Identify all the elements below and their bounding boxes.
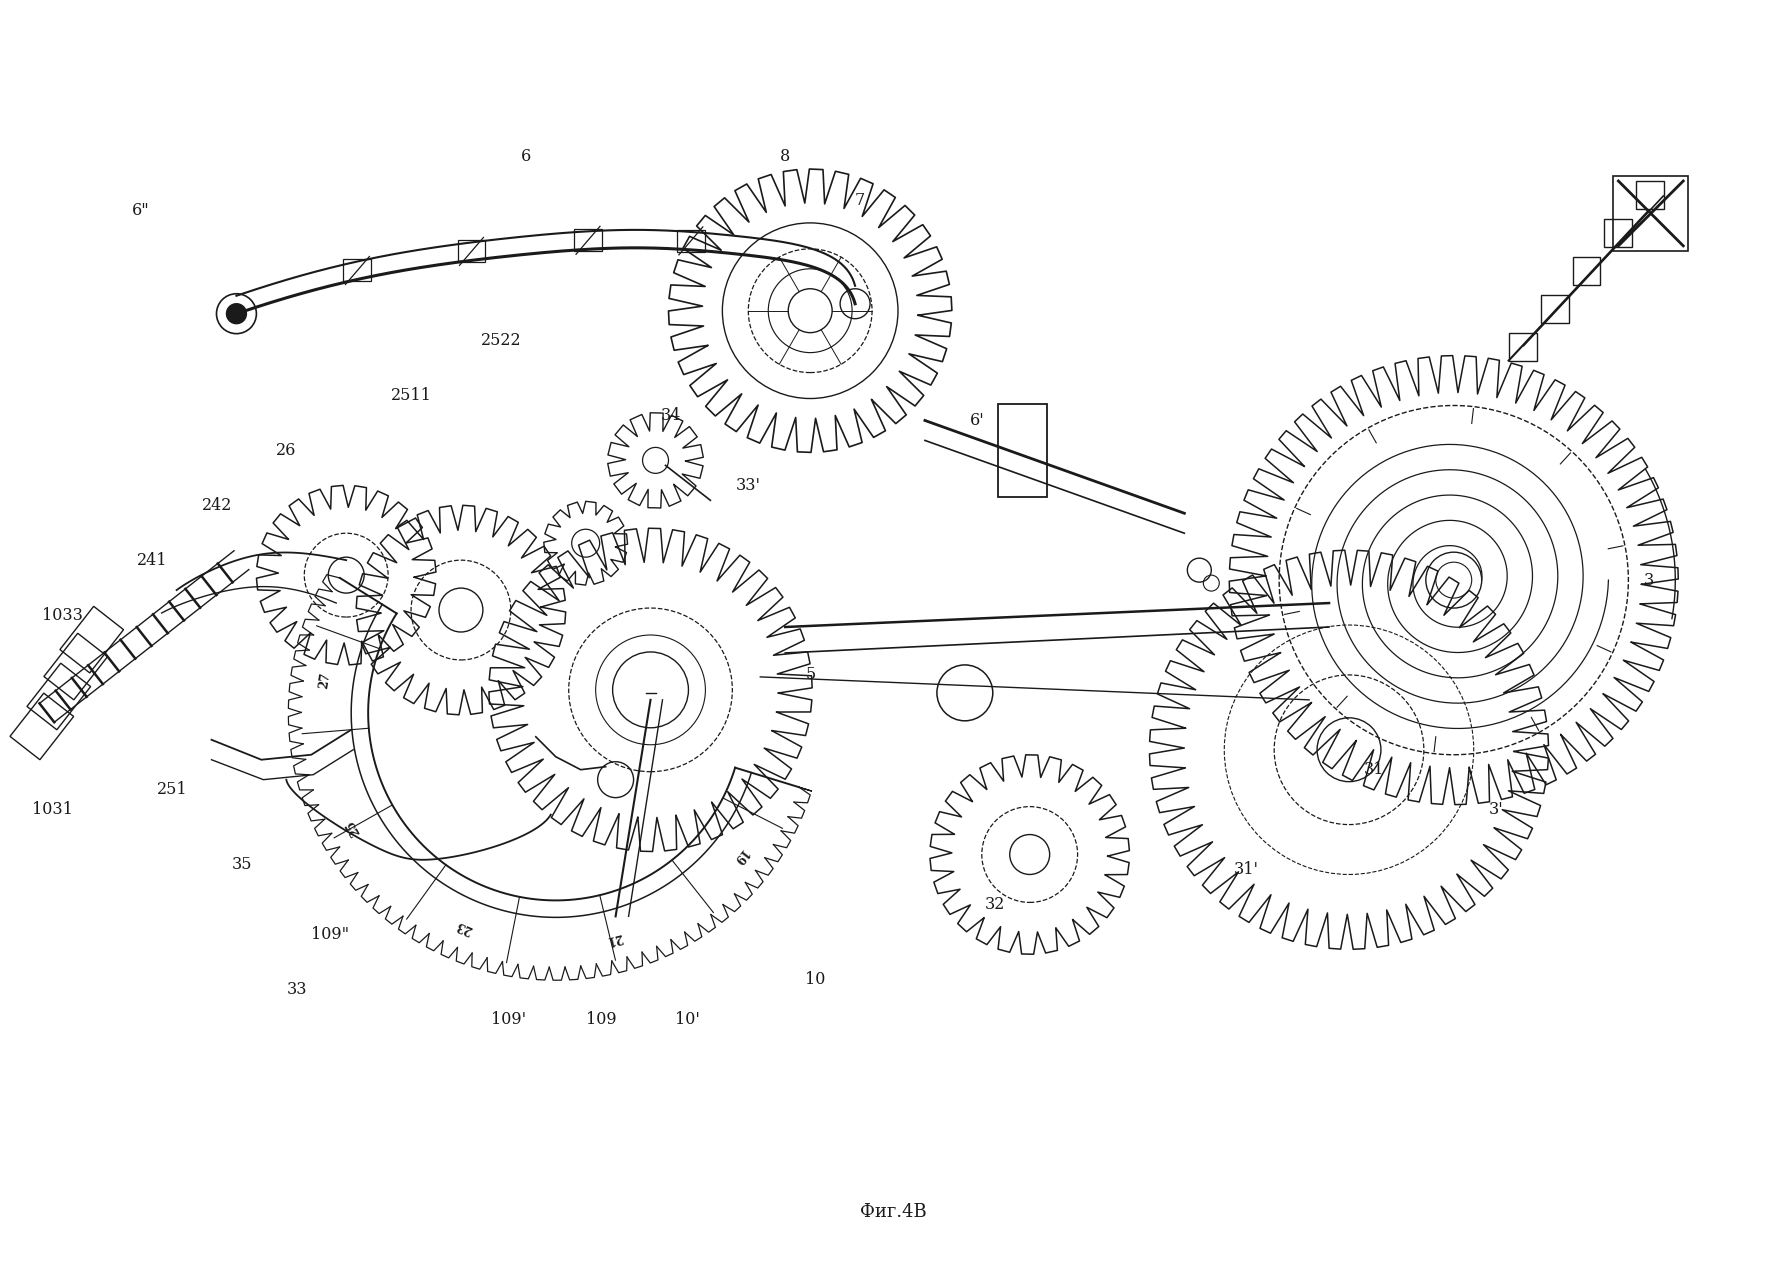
Text: 27: 27 <box>318 672 332 689</box>
Text: 3': 3' <box>1490 801 1504 818</box>
Text: 2511: 2511 <box>391 387 432 404</box>
Text: 34: 34 <box>661 407 680 424</box>
Text: 25: 25 <box>343 817 363 837</box>
Text: 10': 10' <box>675 1011 700 1027</box>
Text: 241: 241 <box>138 552 168 569</box>
Text: 109": 109" <box>311 926 350 942</box>
Text: 35: 35 <box>232 856 252 873</box>
Text: 32: 32 <box>984 896 1006 913</box>
Text: 251: 251 <box>157 782 188 798</box>
Text: 33': 33' <box>736 477 761 493</box>
Text: 26: 26 <box>277 441 296 459</box>
Text: 1031: 1031 <box>32 801 73 818</box>
Text: 109: 109 <box>586 1011 616 1027</box>
Text: 31': 31' <box>1234 861 1259 878</box>
Text: 6': 6' <box>970 412 984 429</box>
Circle shape <box>227 304 246 324</box>
Text: 2522: 2522 <box>480 333 522 349</box>
Text: Фиг.4B: Фиг.4B <box>859 1203 927 1221</box>
Text: 7: 7 <box>855 192 866 210</box>
Text: 5: 5 <box>805 667 816 683</box>
Text: 242: 242 <box>202 497 232 514</box>
Text: 6": 6" <box>132 202 150 219</box>
Text: 8: 8 <box>780 148 791 164</box>
Text: 19: 19 <box>729 846 750 867</box>
Text: 33: 33 <box>286 980 307 998</box>
Text: 109': 109' <box>491 1011 527 1027</box>
Text: 6: 6 <box>522 148 530 164</box>
Text: 1033: 1033 <box>41 606 82 624</box>
Text: 3: 3 <box>1643 572 1654 588</box>
Text: 23: 23 <box>455 918 475 936</box>
Text: 31: 31 <box>1365 762 1384 778</box>
Text: 10: 10 <box>805 970 825 988</box>
Text: 21: 21 <box>604 930 623 946</box>
